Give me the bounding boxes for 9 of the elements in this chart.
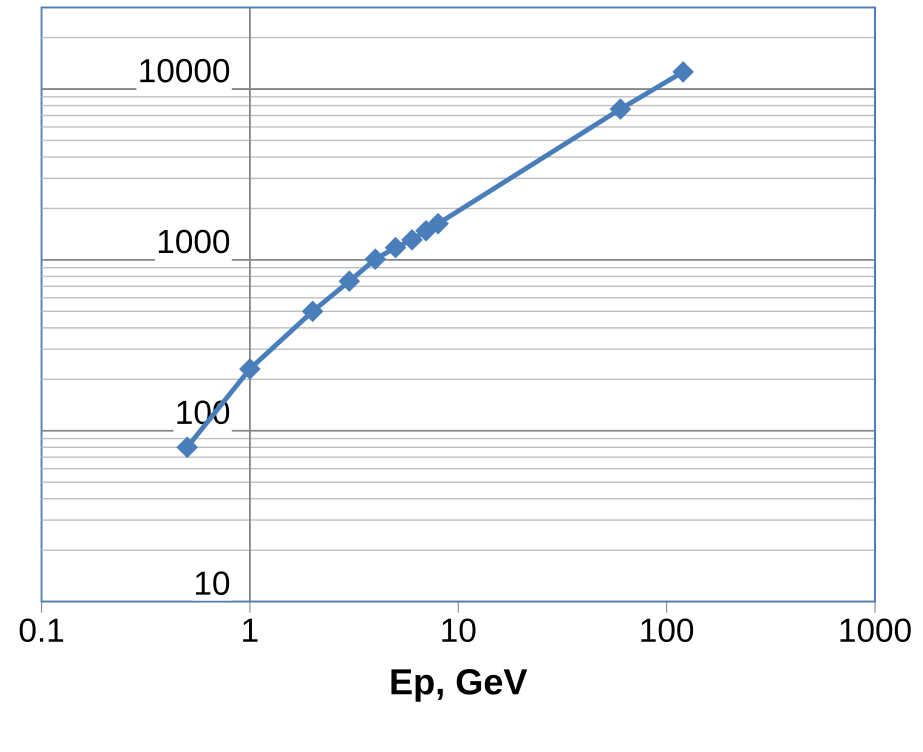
y-tick-label: 10 <box>196 571 230 596</box>
x-tick-label: 100 <box>641 618 694 642</box>
x-axis-title: Ep, GeV <box>391 669 528 702</box>
x-tick-label: 0.1 <box>20 618 64 642</box>
x-tick-label: 1 <box>243 618 258 642</box>
x-tick-label: 1000 <box>840 618 911 642</box>
y-tick-label: 10000 <box>140 58 230 82</box>
y-tick-label: 1000 <box>158 230 230 254</box>
x-tick-label: 10 <box>442 618 476 642</box>
